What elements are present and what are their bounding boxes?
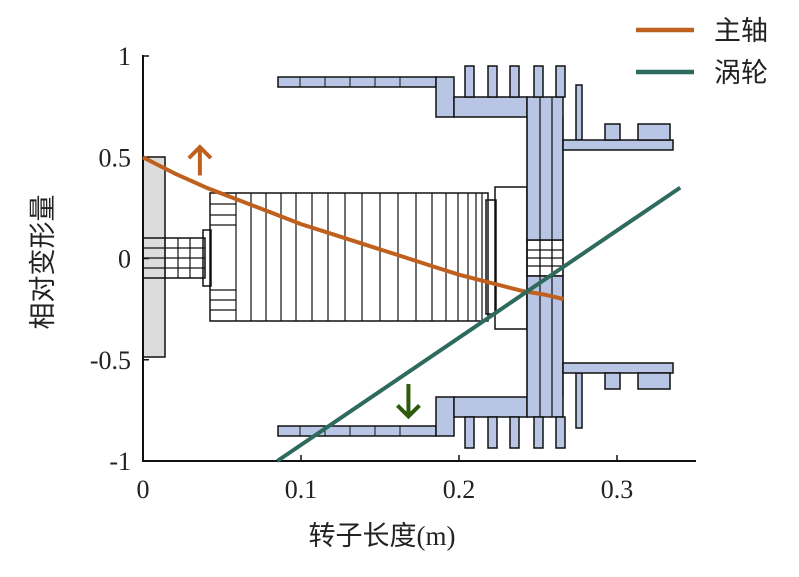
left-disc bbox=[142, 156, 166, 358]
y-tick-label: 0 bbox=[118, 245, 131, 274]
x-axis-ticks: 0 0.1 0.2 0.3 bbox=[137, 455, 634, 504]
y-tick-label: 1 bbox=[118, 42, 131, 71]
x-tick-label: 0 bbox=[137, 475, 150, 504]
compressor-drum bbox=[209, 192, 489, 322]
upper-turbine-casing bbox=[277, 65, 674, 241]
legend-label-1: 主轴 bbox=[714, 16, 768, 46]
x-tick-label: 0.3 bbox=[601, 475, 634, 504]
series-line-2 bbox=[276, 185, 682, 463]
x-tick-label: 0.2 bbox=[443, 475, 476, 504]
series-line-1 bbox=[142, 155, 564, 301]
series-layer bbox=[142, 155, 682, 463]
shaft-segment-divisions bbox=[143, 238, 205, 278]
axes bbox=[142, 55, 696, 462]
turbine-disc-lines bbox=[526, 97, 564, 417]
up-arrow-icon bbox=[187, 144, 213, 176]
compressor-drum-divisions bbox=[210, 193, 483, 321]
y-tick-label: -1 bbox=[109, 447, 131, 476]
casing-segment-lines bbox=[299, 77, 401, 436]
y-tick-label: 0.5 bbox=[99, 143, 132, 172]
down-arrow-icon bbox=[396, 384, 421, 420]
x-axis-title: 转子长度(m) bbox=[309, 521, 456, 551]
y-axis-ticks: 1 0.5 0 -0.5 -1 bbox=[90, 42, 149, 476]
x-tick-label: 0.1 bbox=[285, 475, 318, 504]
legend-label-2: 涡轮 bbox=[714, 58, 768, 88]
shaft-collar bbox=[202, 229, 212, 287]
rotor-schematic bbox=[142, 65, 674, 449]
annotation-arrows bbox=[187, 144, 421, 420]
hub-bore-divisions bbox=[527, 240, 563, 276]
y-tick-label: -0.5 bbox=[90, 346, 131, 375]
y-axis-title: 相对变形量 bbox=[28, 195, 58, 330]
